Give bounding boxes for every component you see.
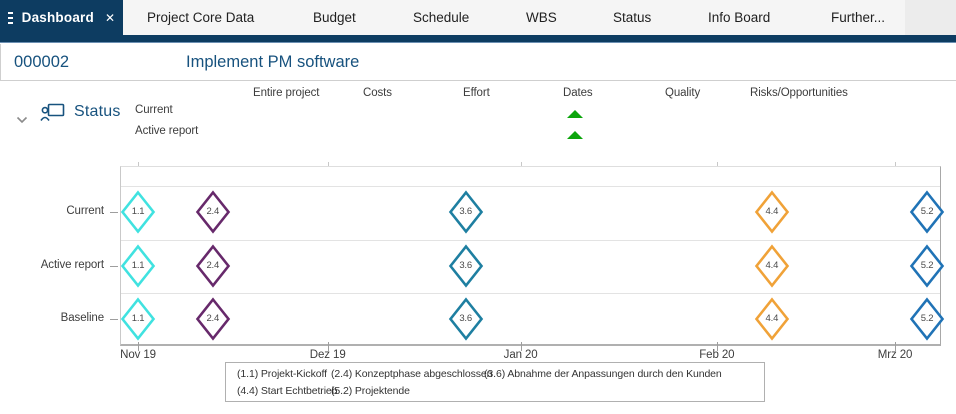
status-col-risks-opportunities: Risks/Opportunities: [750, 87, 848, 99]
chart-row-label: Active report: [40, 258, 104, 271]
milestone-diamond[interactable]: 1.1: [120, 243, 156, 288]
tab-further[interactable]: Further...: [831, 10, 886, 25]
axis-tick-top: [327, 162, 329, 166]
milestone-diamond[interactable]: 3.6: [448, 297, 484, 341]
row-tick: [110, 212, 118, 213]
milestone-diamond[interactable]: 1.1: [120, 190, 156, 234]
milestone-id: 4.4: [765, 259, 779, 271]
lane-separator: [121, 293, 940, 294]
axis-tick-top: [520, 162, 522, 166]
milestone-id: 4.4: [765, 206, 779, 217]
tab-bar: Dashboard ✕ Project Core Data Budget Sch…: [0, 0, 956, 35]
milestone-diamond[interactable]: 4.4: [754, 243, 790, 288]
milestone-id: 3.6: [459, 313, 472, 324]
legend-item: (2.4) Konzeptphase abgeschlossen: [331, 368, 493, 380]
tab-budget[interactable]: Budget: [313, 10, 356, 25]
axis-tick-label: Mrz 20: [877, 349, 913, 361]
milestone-diamond[interactable]: 3.6: [448, 243, 484, 288]
milestone-diamond[interactable]: 5.2: [909, 243, 945, 288]
row-tick: [110, 319, 118, 320]
milestone-id: 4.4: [765, 313, 779, 324]
status-col-effort: Effort: [463, 87, 490, 99]
axis-tick-label: Feb 20: [699, 349, 735, 361]
milestone-id: 3.6: [459, 206, 472, 217]
milestone-id: 5.2: [920, 259, 934, 271]
milestone-diamond[interactable]: 2.4: [195, 243, 231, 288]
axis-tick-top: [138, 162, 140, 166]
axis-tick: [327, 342, 329, 351]
tab-project-core-data[interactable]: Project Core Data: [147, 10, 255, 25]
tab-bar-underline: [0, 35, 956, 43]
axis-tick-top: [716, 162, 718, 166]
axis-tick: [138, 342, 140, 351]
hamburger-menu-icon[interactable]: [8, 9, 13, 27]
dates-trend-up-icon: [567, 131, 583, 139]
chart-row-label: Current: [66, 205, 104, 217]
milestone-legend: (1.1) Projekt-Kickoff (2.4) Konzeptphase …: [225, 362, 765, 402]
status-col-dates: Dates: [563, 87, 593, 99]
close-icon[interactable]: ✕: [104, 10, 115, 25]
legend-item: (3.6) Abnahme der Anpassungen durch den …: [484, 368, 722, 380]
status-col-costs: Costs: [363, 87, 392, 99]
milestone-diamond[interactable]: 4.4: [754, 190, 790, 234]
milestone-id: 5.2: [920, 206, 934, 217]
tab-bar-empty-area: [905, 0, 956, 35]
chevron-down-icon[interactable]: [16, 111, 28, 129]
tab-wbs[interactable]: WBS: [526, 10, 557, 25]
tab-schedule[interactable]: Schedule: [413, 10, 470, 25]
axis-tick-label: Jan 20: [503, 349, 538, 361]
axis-tick: [716, 342, 718, 351]
milestone-plot: [120, 166, 941, 346]
axis-tick-top: [895, 162, 897, 166]
milestone-diamond[interactable]: 1.1: [120, 297, 156, 341]
milestone-id: 1.1: [131, 313, 145, 324]
chart-row-label: Baseline: [60, 312, 104, 324]
legend-item: (5.2) Projektende: [331, 385, 410, 397]
dates-trend-up-icon: [567, 110, 583, 118]
milestone-id: 2.4: [206, 259, 220, 271]
axis-tick: [895, 342, 897, 351]
status-col-entire-project: Entire project: [253, 87, 320, 99]
tab-info-board[interactable]: Info Board: [708, 10, 771, 25]
milestone-id: 3.6: [459, 259, 472, 271]
project-title: Implement PM software: [186, 53, 360, 71]
milestone-diamond[interactable]: 3.6: [448, 190, 484, 234]
milestone-diamond[interactable]: 4.4: [754, 297, 790, 341]
status-col-quality: Quality: [665, 87, 701, 99]
axis-tick: [520, 342, 522, 351]
lane-separator: [121, 186, 940, 187]
milestone-diamond[interactable]: 5.2: [909, 297, 945, 341]
tab-status[interactable]: Status: [613, 10, 652, 25]
project-header: 000002 Implement PM software: [0, 44, 956, 81]
axis-tick-label: Dez 19: [309, 349, 346, 361]
axis-tick-label: Nov 19: [120, 349, 156, 361]
status-row-active-report-label: Active report: [135, 125, 199, 137]
project-id: 000002: [14, 53, 70, 71]
milestone-id: 1.1: [131, 206, 145, 217]
status-row-current-label: Current: [135, 104, 173, 116]
status-report-icon: [40, 102, 66, 128]
status-section-title: Status: [74, 103, 121, 120]
milestone-id: 2.4: [206, 206, 220, 217]
milestone-diamond[interactable]: 5.2: [909, 190, 945, 234]
milestone-id: 5.2: [920, 313, 934, 324]
lane-separator: [121, 240, 940, 241]
milestone-id: 1.1: [131, 259, 145, 271]
milestone-id: 2.4: [206, 313, 220, 324]
legend-item: (4.4) Start Echtbetrieb: [237, 385, 338, 397]
tab-dashboard[interactable]: Dashboard ✕: [0, 0, 123, 35]
active-tab-label: Dashboard: [21, 10, 94, 25]
legend-item: (1.1) Projekt-Kickoff: [237, 368, 327, 380]
milestone-diamond[interactable]: 2.4: [195, 190, 231, 234]
milestone-diamond[interactable]: 2.4: [195, 297, 231, 341]
row-tick: [110, 265, 118, 267]
